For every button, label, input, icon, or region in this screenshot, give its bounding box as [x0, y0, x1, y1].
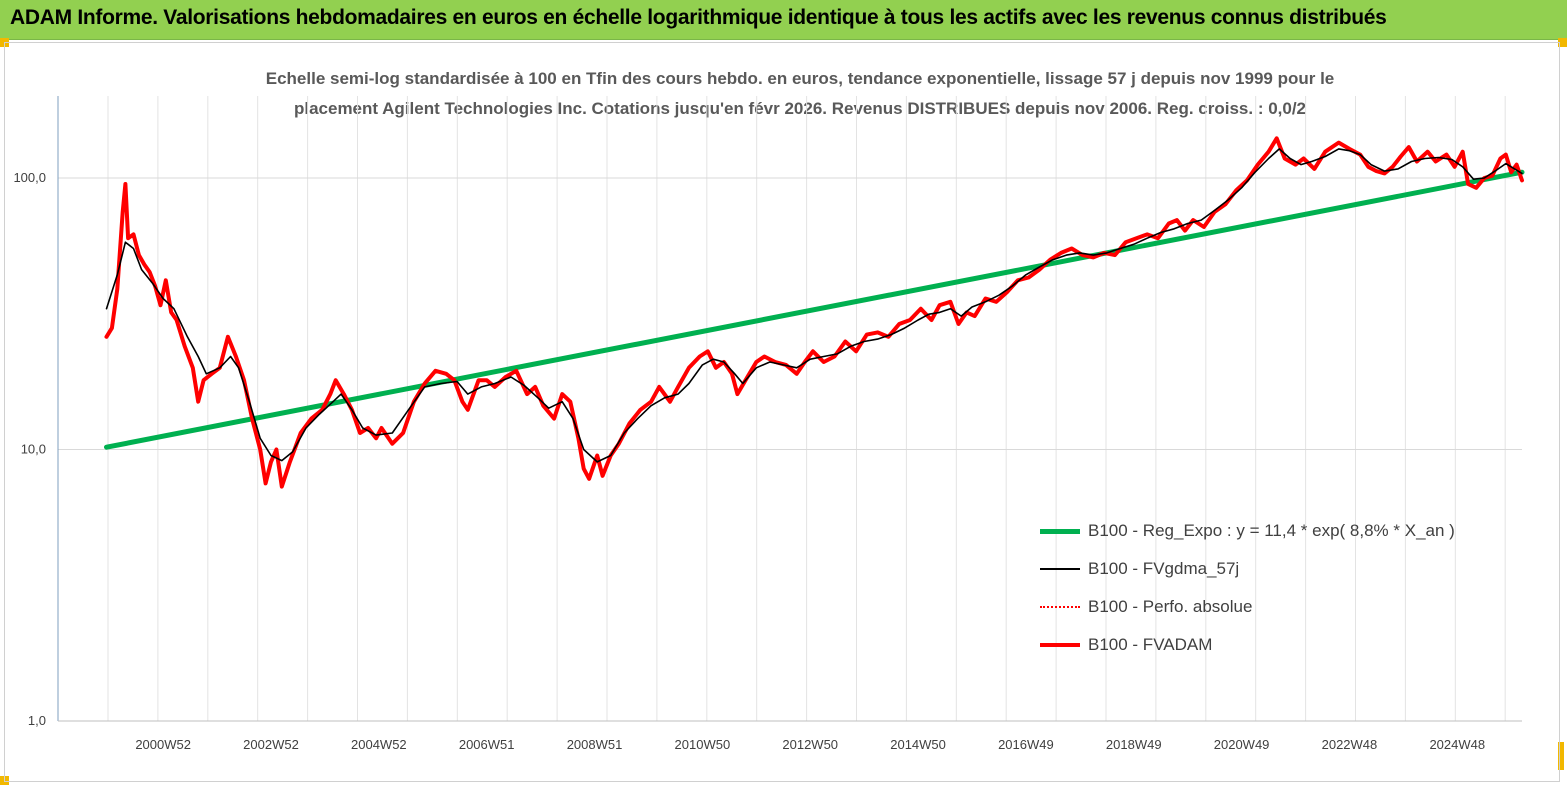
header-banner: ADAM Informe. Valorisations hebdomadaire… — [0, 0, 1567, 40]
chart-subtitle-line1: Echelle semi-log standardisée à 100 en T… — [265, 69, 1335, 88]
x-tick-label: 2006W51 — [459, 737, 515, 752]
y-tick-label: 100,0 — [13, 170, 46, 185]
x-tick-label: 2020W49 — [1214, 737, 1270, 752]
legend-swatch-red-line — [1040, 640, 1080, 650]
series-fvadam-line — [104, 136, 1524, 489]
x-tick-label: 2016W49 — [998, 737, 1054, 752]
x-tick-label: 2000W52 — [135, 737, 191, 752]
legend-swatch-dotted-red-line — [1040, 602, 1080, 612]
x-tick-label: 2024W48 — [1429, 737, 1485, 752]
legend-item-perfo-absolue: B100 - Perfo. absolue — [1040, 593, 1455, 620]
x-tick-label: 2008W51 — [567, 737, 623, 752]
legend-label: B100 - Perfo. absolue — [1088, 596, 1253, 616]
chart-legend: B100 - Reg_Expo : y = 11,4 * exp( 8,8% *… — [1040, 517, 1455, 669]
legend-swatch-black-line — [1040, 564, 1080, 574]
legend-item-reg-expo: B100 - Reg_Expo : y = 11,4 * exp( 8,8% *… — [1040, 517, 1455, 544]
x-tick-label: 2004W52 — [351, 737, 407, 752]
y-tick-label: 10,0 — [21, 442, 46, 457]
legend-label: B100 - FVADAM — [1088, 634, 1213, 654]
y-tick-label: 1,0 — [28, 713, 46, 728]
x-tick-label: 2022W48 — [1322, 737, 1378, 752]
corner-marker-bottom-right — [1558, 742, 1564, 770]
legend-label: B100 - FVgdma_57j — [1088, 558, 1240, 578]
legend-swatch-green-line — [1040, 526, 1080, 536]
series-fvgdma-line — [105, 148, 1523, 463]
legend-item-fvadam: B100 - FVADAM — [1040, 631, 1455, 658]
legend-label: B100 - Reg_Expo : y = 11,4 * exp( 8,8% *… — [1088, 520, 1455, 540]
x-tick-label: 2018W49 — [1106, 737, 1162, 752]
chart-frame — [4, 42, 1560, 782]
corner-marker-top-right — [1558, 38, 1567, 47]
x-tick-label: 2002W52 — [243, 737, 299, 752]
x-tick-label: 2012W50 — [782, 737, 838, 752]
series-reg-expo-line — [104, 169, 1525, 450]
page-title: ADAM Informe. Valorisations hebdomadaire… — [10, 6, 1387, 29]
x-tick-label: 2014W50 — [890, 737, 946, 752]
legend-item-fvgdma: B100 - FVgdma_57j — [1040, 555, 1455, 582]
x-tick-label: 2010W50 — [675, 737, 731, 752]
chart-subtitle-line2: placement Agilent Technologies Inc. Cota… — [293, 99, 1307, 118]
